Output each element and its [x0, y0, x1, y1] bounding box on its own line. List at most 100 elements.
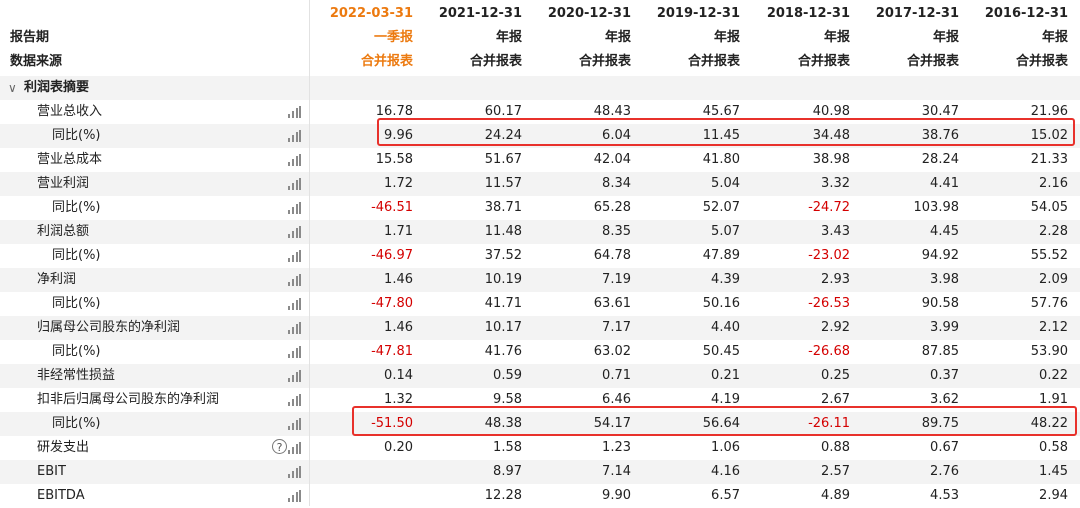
table-cell: 94.92	[921, 248, 959, 263]
column-source[interactable]: 合并报表	[906, 54, 959, 69]
table-cell: 0.14	[384, 368, 413, 383]
table-row[interactable]: 营业利润 1.72 11.57 8.34 5.04 3.32 4.41 2.16	[0, 172, 1080, 196]
table-cell: 40.98	[812, 104, 850, 119]
table-row[interactable]: 扣非后归属母公司股东的净利润 1.32 9.58 6.46 4.19 2.67 3.62 1.…	[0, 388, 1080, 412]
section-header[interactable]: ∨ 利润表摘要	[0, 76, 1080, 100]
table-cell: 24.24	[484, 128, 522, 143]
column-report[interactable]: 年报	[1041, 30, 1068, 45]
column-source[interactable]: 合并报表	[1015, 54, 1068, 69]
column-report[interactable]: 年报	[604, 30, 631, 45]
table-cell: 2.12	[1039, 320, 1068, 335]
column-date[interactable]: 2022-03-31	[329, 6, 413, 21]
table-cell: 4.53	[930, 488, 959, 503]
table-cell: 0.59	[493, 368, 522, 383]
column-date[interactable]: 2018-12-31	[766, 6, 850, 21]
table-cell: -47.80	[371, 296, 413, 311]
highlight-box	[377, 118, 1075, 146]
bar-chart-icon[interactable]	[287, 154, 301, 166]
table-cell: -47.81	[371, 344, 413, 359]
table-row[interactable]: 净利润 1.46 10.19 7.19 4.39 2.93 3.98 2.09	[0, 268, 1080, 292]
column-report[interactable]: 年报	[932, 30, 959, 45]
bar-chart-icon[interactable]	[287, 250, 301, 262]
bar-chart-icon[interactable]	[287, 322, 301, 334]
table-cell: 103.98	[913, 200, 960, 215]
table-row[interactable]: 营业总收入 16.78 60.17 48.43 45.67 40.98 30.47 21.96	[0, 100, 1080, 124]
table-cell: 0.88	[821, 440, 850, 455]
column-source[interactable]: 合并报表	[687, 54, 740, 69]
table-cell: 48.43	[593, 104, 631, 119]
table-cell: 48.22	[1030, 416, 1068, 431]
bar-chart-icon[interactable]	[287, 130, 301, 142]
row-label: EBITDA	[37, 488, 85, 503]
table-cell: 5.07	[711, 224, 740, 239]
table-cell: 1.06	[711, 440, 740, 455]
column-report[interactable]: 年报	[495, 30, 522, 45]
bar-chart-icon[interactable]	[287, 466, 301, 478]
table-cell: -51.50	[371, 416, 413, 431]
column-source[interactable]: 合并报表	[797, 54, 850, 69]
table-cell: 6.46	[602, 392, 631, 407]
row-label: 营业利润	[37, 176, 90, 191]
table-cell: 1.91	[1039, 392, 1068, 407]
table-cell: 11.45	[702, 128, 740, 143]
row-label: 归属母公司股东的净利润	[37, 320, 181, 335]
table-cell: 8.97	[493, 464, 522, 479]
column-source[interactable]: 合并报表	[469, 54, 522, 69]
table-cell: 51.67	[484, 152, 522, 167]
column-date[interactable]: 2016-12-31	[984, 6, 1068, 21]
bar-chart-icon[interactable]	[287, 202, 301, 214]
table-row[interactable]: EBIT 8.97 7.14 4.16 2.57 2.76 1.45	[0, 460, 1080, 484]
table-cell: 57.76	[1030, 296, 1068, 311]
chevron-down-icon[interactable]: ∨	[8, 81, 17, 95]
section-title: 利润表摘要	[24, 80, 90, 95]
table-row[interactable]: 归属母公司股东的净利润 1.46 10.17 7.17 4.40 2.92 3.99 2.12	[0, 316, 1080, 340]
table-row[interactable]: 同比(%) -46.51 38.71 65.28 52.07 -24.72 103.98 54…	[0, 196, 1080, 220]
bar-chart-icon[interactable]	[287, 178, 301, 190]
bar-chart-icon[interactable]	[287, 274, 301, 286]
bar-chart-icon[interactable]	[287, 394, 301, 406]
column-source[interactable]: 合并报表	[360, 54, 413, 69]
bar-chart-icon[interactable]	[287, 346, 301, 358]
column-date[interactable]: 2021-12-31	[438, 6, 522, 21]
table-row[interactable]: EBITDA 12.28 9.90 6.57 4.89 4.53 2.94	[0, 484, 1080, 508]
row-label: 同比(%)	[52, 128, 101, 143]
table-row[interactable]: 研发支出? 0.20 1.58 1.23 1.06 0.88 0.67 0.58	[0, 436, 1080, 460]
table-row[interactable]: 非经常性损益 0.14 0.59 0.71 0.21 0.25 0.37 0.22	[0, 364, 1080, 388]
table-cell: 41.80	[702, 152, 740, 167]
table-row[interactable]: 同比(%) -47.80 41.71 63.61 50.16 -26.53 90.58 57.…	[0, 292, 1080, 316]
table-cell: 65.28	[593, 200, 631, 215]
bar-chart-icon[interactable]	[287, 106, 301, 118]
table-cell: 2.94	[1039, 488, 1068, 503]
table-cell: 0.25	[821, 368, 850, 383]
table-row[interactable]: 同比(%) -47.81 41.76 63.02 50.45 -26.68 87.85 53.…	[0, 340, 1080, 364]
table-cell: 28.24	[921, 152, 959, 167]
table-cell: 2.76	[930, 464, 959, 479]
bar-chart-icon[interactable]	[287, 298, 301, 310]
table-row[interactable]: 同比(%) -51.50 48.38 54.17 56.64 -26.11 89.75 48.…	[0, 412, 1080, 436]
table-row[interactable]: 营业总成本 15.58 51.67 42.04 41.80 38.98 28.24 21.33	[0, 148, 1080, 172]
column-date[interactable]: 2019-12-31	[656, 6, 740, 21]
column-date[interactable]: 2020-12-31	[547, 6, 631, 21]
table-cell: 3.99	[930, 320, 959, 335]
table-cell: 0.37	[930, 368, 959, 383]
table-row[interactable]: 利润总额 1.71 11.48 8.35 5.07 3.43 4.45 2.28	[0, 220, 1080, 244]
table-cell: -23.02	[808, 248, 850, 263]
bar-chart-icon[interactable]	[287, 370, 301, 382]
column-source[interactable]: 合并报表	[578, 54, 631, 69]
column-report[interactable]: 年报	[823, 30, 850, 45]
table-row[interactable]: 同比(%) -46.97 37.52 64.78 47.89 -23.02 94.92 55.…	[0, 244, 1080, 268]
row-label: 非经常性损益	[37, 368, 116, 383]
column-report[interactable]: 一季报	[373, 30, 413, 45]
bar-chart-icon[interactable]	[287, 226, 301, 238]
column-report[interactable]: 年报	[713, 30, 740, 45]
question-circle-icon[interactable]: ?	[272, 439, 287, 454]
bar-chart-icon[interactable]	[287, 490, 301, 502]
column-date[interactable]: 2017-12-31	[875, 6, 959, 21]
table-cell: 2.09	[1039, 272, 1068, 287]
table-cell: 2.92	[821, 320, 850, 335]
bar-chart-icon[interactable]	[287, 418, 301, 430]
table-cell: 1.46	[384, 272, 413, 287]
bar-chart-icon[interactable]	[287, 442, 301, 454]
table-cell: 50.16	[702, 296, 740, 311]
table-cell: 11.48	[484, 224, 522, 239]
